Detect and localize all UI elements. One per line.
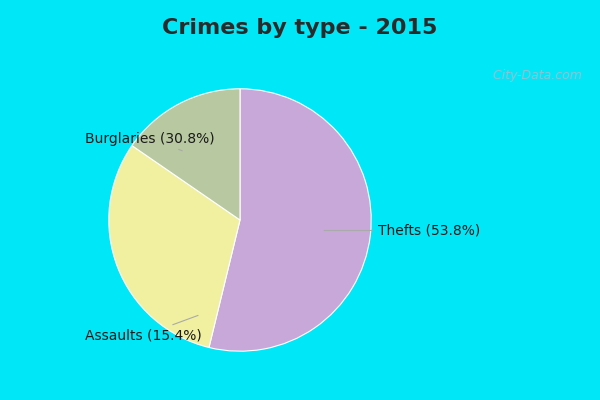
Text: Thefts (53.8%): Thefts (53.8%): [324, 224, 480, 238]
Text: Burglaries (30.8%): Burglaries (30.8%): [85, 132, 215, 151]
Text: Assaults (15.4%): Assaults (15.4%): [85, 316, 202, 342]
Wedge shape: [109, 146, 240, 348]
Wedge shape: [209, 89, 371, 351]
Wedge shape: [132, 89, 240, 220]
Text: City-Data.com: City-Data.com: [490, 70, 582, 82]
Text: Crimes by type - 2015: Crimes by type - 2015: [163, 18, 437, 38]
